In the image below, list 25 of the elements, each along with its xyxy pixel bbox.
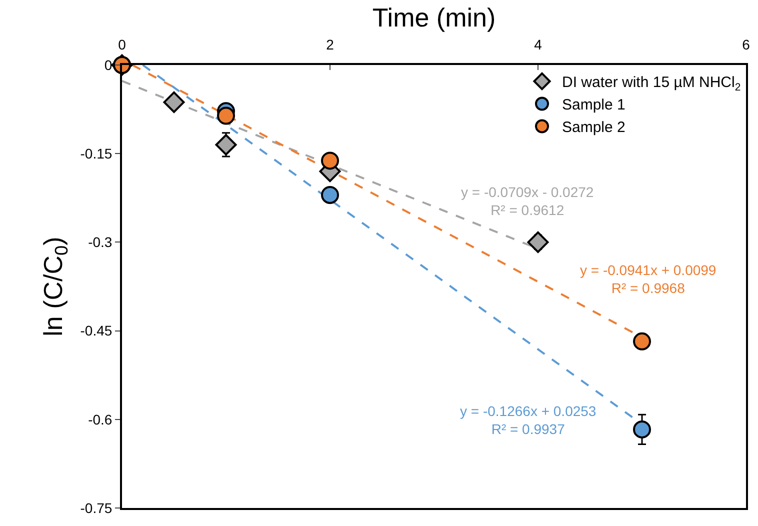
point xyxy=(633,332,651,350)
y-tick-label: 0 xyxy=(104,56,112,73)
point xyxy=(215,134,237,156)
point xyxy=(321,152,339,170)
y-tick-label: -0.45 xyxy=(80,322,112,339)
point xyxy=(217,106,235,125)
point xyxy=(163,91,185,113)
y-tick-label: -0.75 xyxy=(80,500,112,516)
x-tick-label: 2 xyxy=(326,36,334,52)
annotation: y = -0.0941x + 0.0099 R² = 0.9968 xyxy=(580,262,716,296)
y-tick-label: -0.6 xyxy=(88,411,112,428)
point xyxy=(633,420,651,438)
y-tick-label: -0.3 xyxy=(88,234,112,250)
annotation: y = -0.1266x + 0.0253 R² = 0.9937 xyxy=(460,403,596,438)
legend-label: Sample 2 xyxy=(562,119,626,136)
x-tick-label: 6 xyxy=(742,36,750,52)
annotation: y = -0.0709x - 0.0272 R² = 0.9612 xyxy=(461,184,594,218)
legend-label: DI water with 15 µM NHCl$_{2}$ xyxy=(562,74,741,94)
x-axis-title: Time (min) xyxy=(372,2,496,32)
legend-label: Sample 1 xyxy=(562,96,626,114)
x-tick-label: 0 xyxy=(118,36,126,52)
point xyxy=(527,231,549,253)
point xyxy=(321,186,339,204)
y-tick-label: -0.15 xyxy=(80,146,112,162)
x-tick-label: 4 xyxy=(534,36,542,52)
